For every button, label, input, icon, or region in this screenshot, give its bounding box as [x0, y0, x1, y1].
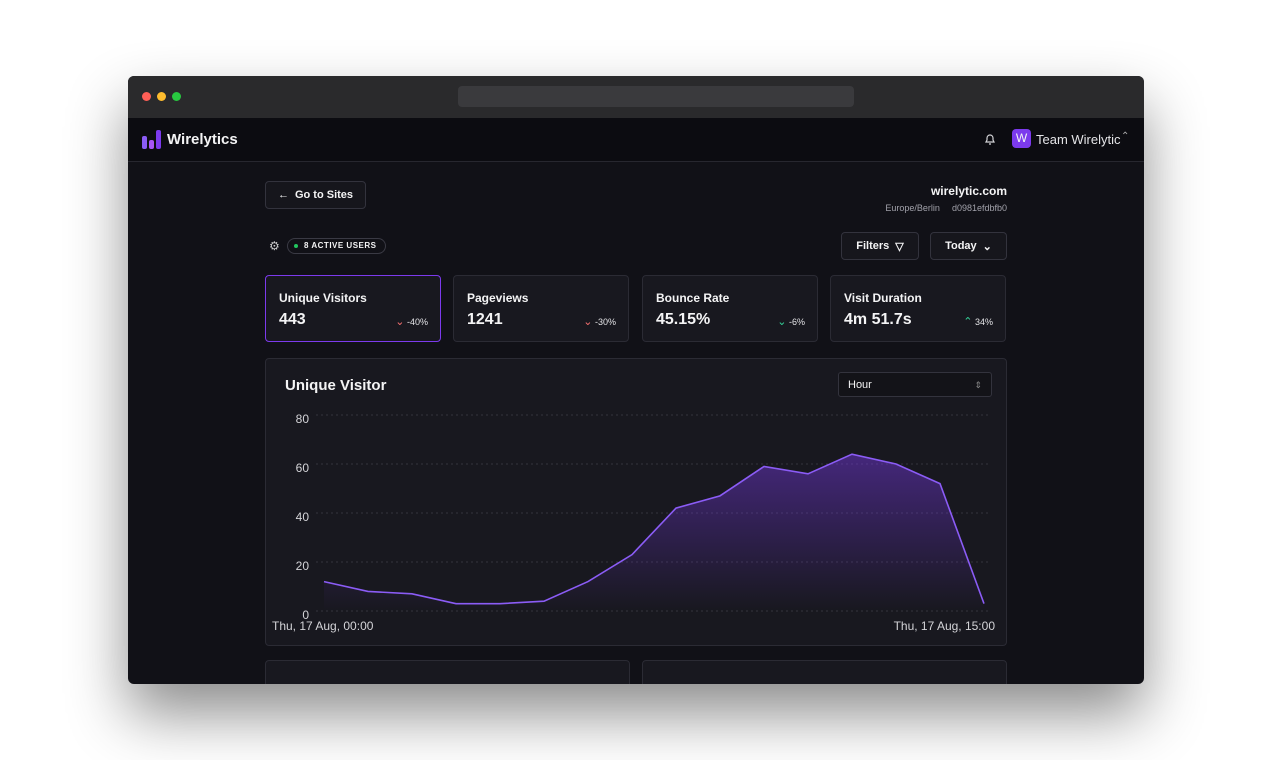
dot: [157, 92, 166, 101]
stat-value: 4m 51.7s: [844, 311, 912, 328]
browser-window: Wirelytics W Team Wirelytic ⌃ ← Go to Sit…: [128, 76, 1144, 684]
chart: 0 20 40 60 80 Thu, 17 Aug, 00:00 Thu, 17 Aug, …: [272, 412, 996, 633]
y-tick-label: 80: [296, 412, 310, 426]
avatar[interactable]: W: [1012, 129, 1031, 148]
stat-title: Visit Duration: [844, 291, 922, 305]
chevron: ⌃: [1121, 131, 1130, 142]
timezone: Europe/Berlin: [885, 203, 940, 213]
stat-title: Pageviews: [467, 291, 529, 305]
stat-value: 443: [279, 311, 306, 328]
y-tick-label: 0: [302, 608, 309, 622]
stat-value: 1241: [467, 311, 503, 328]
site-id: d0981efdbfb0: [951, 203, 1007, 213]
stat-change-label: -6%: [788, 317, 805, 327]
stat-change-label: -30%: [594, 317, 616, 327]
team-switcher[interactable]: Team Wirelytic: [1036, 132, 1121, 147]
stat-title: Bounce Rate: [656, 291, 730, 305]
x-tick-label: Thu, 17 Aug, 15:00: [894, 619, 996, 633]
stat-change-label: 34%: [974, 317, 993, 327]
active-users: 8 ACTIVE USERS: [287, 238, 386, 254]
stat-title: Unique Visitors: [279, 291, 367, 305]
bottom-card: [642, 660, 1007, 684]
stat-change: ⌄ -40%: [395, 316, 428, 328]
range-button[interactable]: Today ⌄: [930, 232, 1007, 260]
navbar: Wirelytics W Team Wirelytic ⌃: [128, 118, 1144, 162]
active-users-label: 8 ACTIVE USERS: [304, 241, 377, 250]
bell-icon[interactable]: [983, 132, 997, 146]
y-tick-label: 60: [296, 461, 310, 475]
back-label: Go to Sites: [294, 189, 354, 201]
interval-select[interactable]: Hour ⇕: [838, 372, 992, 397]
chart-title: Unique Visitor: [285, 377, 387, 394]
stat-change: ⌃ 34%: [963, 316, 993, 328]
bottom-card: [265, 660, 630, 684]
filters-button[interactable]: Filters ▽: [841, 232, 919, 260]
settings-icon[interactable]: ⚙: [269, 239, 280, 253]
y-tick-label: 20: [296, 559, 310, 573]
address-bar[interactable]: [458, 86, 854, 107]
stat-change: ⌄ -30%: [583, 316, 616, 328]
back-button[interactable]: ← Go to Sites: [265, 181, 366, 209]
stat-card[interactable]: Visit Duration 4m 51.7s ⌃ 34%: [830, 275, 1006, 342]
site-domain: wirelytic.com: [930, 184, 1007, 198]
brand[interactable]: Wirelytics: [167, 131, 238, 148]
stat-card[interactable]: Bounce Rate 45.15% ⌄ -6%: [642, 275, 818, 342]
interval-label: Hour: [848, 379, 872, 391]
filters-label: Filters: [856, 240, 890, 252]
stat-change-label: -40%: [406, 317, 428, 327]
dot: [142, 92, 151, 101]
x-tick-label: Thu, 17 Aug, 00:00: [272, 619, 374, 633]
titlebar: [128, 76, 1144, 118]
y-tick-label: 40: [296, 510, 310, 524]
chart-card: Unique Visitor Hour ⇕ 0 20 40 60 80 Thu, 17 Au…: [265, 358, 1007, 646]
area: [324, 454, 984, 611]
stat-card[interactable]: Unique Visitors 443 ⌄ -40%: [265, 275, 441, 342]
logo: [142, 130, 161, 149]
dot: [172, 92, 181, 101]
range-label: Today: [945, 240, 977, 252]
line: [323, 453, 985, 605]
stat-value: 45.15%: [656, 311, 711, 328]
site-meta: Europe/Berlin d0981efdbfb0: [885, 203, 1007, 213]
stat-card[interactable]: Pageviews 1241 ⌄ -30%: [453, 275, 629, 342]
stat-change: ⌄ -6%: [777, 316, 805, 328]
